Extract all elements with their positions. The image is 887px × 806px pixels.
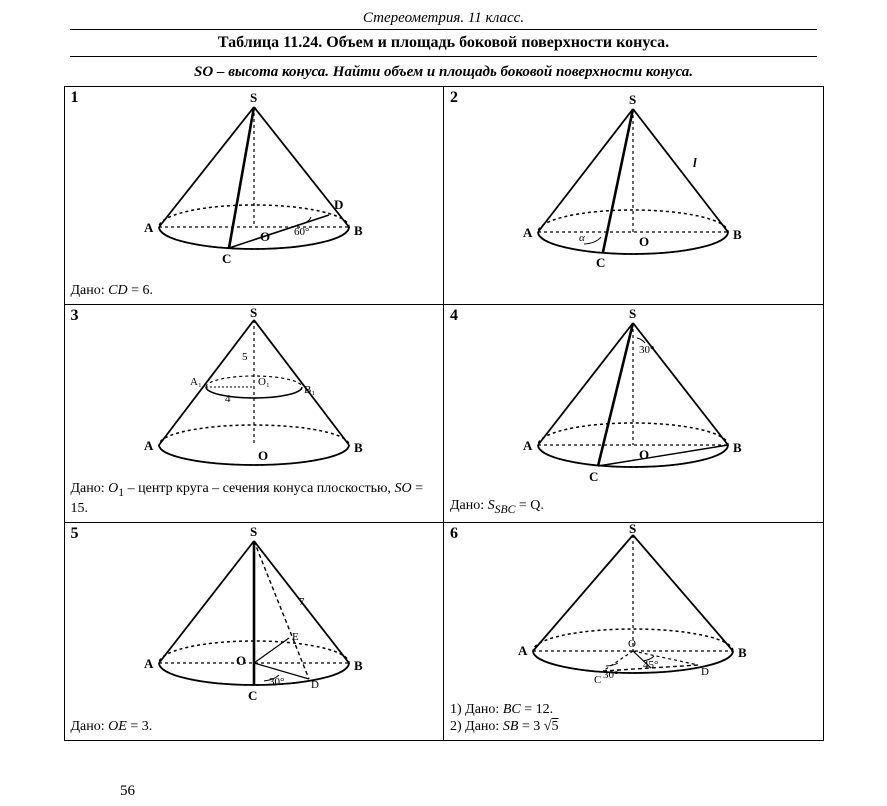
label-O: O [628, 638, 636, 650]
label-S: S [250, 305, 257, 320]
problem-cell: 1 S A B C O D 60° Дано: CD = 6. [64, 86, 444, 304]
label-a30: 30° [603, 669, 618, 681]
label-S: S [629, 92, 636, 107]
cone-figure: S A B O A₁ B₁ O₁ 4 5 [104, 305, 404, 470]
problem-number: 5 [71, 525, 79, 543]
label-S: S [250, 524, 257, 539]
given-text: Дано: SSBC = Q. [450, 497, 819, 517]
label-O: O [639, 234, 649, 249]
label-D: D [311, 679, 319, 691]
label-A: A [144, 220, 154, 235]
problem-cell: 2 S A B C O α l [444, 86, 824, 304]
label-B: B [738, 645, 747, 660]
problem-cell: 4 S A B C O 30° Дано: SSBC = Q. [444, 304, 824, 522]
label-angle: 30° [269, 676, 284, 688]
label-O1: O₁ [258, 376, 270, 388]
problem-number: 3 [71, 307, 79, 325]
label-B1: B₁ [304, 384, 315, 396]
label-angle: 60° [294, 226, 309, 238]
label-C: C [248, 688, 257, 703]
label-B: B [354, 223, 363, 238]
label-C: C [594, 674, 601, 686]
problem-number: 6 [450, 525, 458, 543]
label-r1: 4 [225, 393, 231, 405]
label-angle: 30° [639, 344, 654, 356]
label-D: D [334, 197, 343, 212]
problem-number: 4 [450, 307, 458, 325]
cone-figure: S A B C O D 60° [104, 87, 404, 267]
given-text: Дано: O1 – центр круга – сечения конуса … [71, 480, 440, 518]
label-C: C [596, 255, 605, 270]
label-S: S [250, 90, 257, 105]
label-C: C [589, 469, 598, 484]
label-slant: 7 [299, 596, 305, 608]
page-number: 56 [120, 783, 135, 800]
label-B: B [733, 227, 742, 242]
label-O: O [639, 447, 649, 462]
given-text: Дано: CD = 6. [71, 282, 440, 300]
problem-cell: 6 S A B C D O 30° 45° 1) Дано: BC = 12.2… [444, 522, 824, 740]
given-text: 1) Дано: BC = 12.2) Дано: SB = 3 √5 [450, 701, 819, 736]
label-alpha: α [579, 232, 585, 244]
label-D: D [701, 666, 709, 678]
label-C: C [222, 251, 231, 266]
cone-figure: S A B C O α l [483, 87, 783, 272]
label-S: S [629, 306, 636, 321]
label-A1: A₁ [190, 376, 202, 388]
problem-number: 2 [450, 89, 458, 107]
label-h1: 5 [242, 351, 248, 363]
label-E: E [292, 631, 299, 643]
problem-cell: 3 S A B O A₁ B₁ O₁ 4 5 Дано: O1 – центр … [64, 304, 444, 522]
label-A: A [144, 656, 154, 671]
label-B: B [733, 440, 742, 455]
label-A: A [518, 643, 528, 658]
label-A: A [144, 438, 154, 453]
label-B: B [354, 440, 363, 455]
table-title: Таблица 11.24. Объем и площадь боковой п… [70, 34, 817, 57]
problem-cell: 5 S A B C O D E 30° 7 Дано: OE = 3. [64, 522, 444, 740]
label-O: O [260, 229, 270, 244]
given-text: Дано: OE = 3. [71, 718, 440, 736]
problems-grid: 1 S A B C O D 60° Дано: CD = 6. 2 S A B … [64, 86, 824, 741]
label-O: O [258, 448, 268, 463]
label-a45: 45° [643, 659, 658, 671]
header: Стереометрия. 11 класс. [70, 10, 817, 30]
cone-figure: S A B C O 30° [483, 305, 783, 485]
label-S: S [629, 523, 636, 536]
label-A: A [523, 225, 533, 240]
cone-figure: S A B C D O 30° 45° [483, 523, 783, 691]
label-B: B [354, 658, 363, 673]
label-O: O [236, 653, 246, 668]
subtitle: SO – высота конуса. Найти объем и площад… [90, 63, 797, 82]
cone-figure: S A B C O D E 30° 7 [104, 523, 404, 703]
label-l: l [693, 155, 697, 170]
problem-number: 1 [71, 89, 79, 107]
label-A: A [523, 438, 533, 453]
